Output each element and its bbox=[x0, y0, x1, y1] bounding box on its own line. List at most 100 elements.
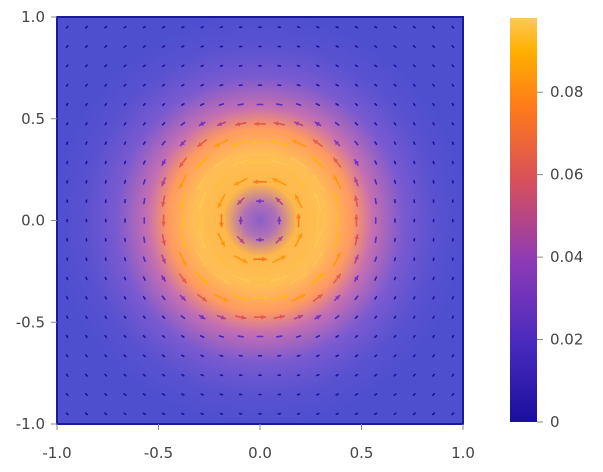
vector-arrow bbox=[451, 64, 455, 68]
vector-arrow bbox=[104, 25, 108, 29]
vector-arrow bbox=[181, 64, 185, 68]
vector-arrow bbox=[412, 45, 416, 48]
vector-arrow bbox=[65, 354, 69, 358]
vector-arrow bbox=[374, 256, 378, 262]
vector-arrow bbox=[178, 252, 187, 267]
vector-arrow bbox=[316, 83, 320, 87]
vector-arrow bbox=[290, 156, 307, 169]
vector-arrow bbox=[451, 296, 455, 300]
x-tick-label: -1.0 bbox=[42, 444, 71, 462]
vector-arrow bbox=[104, 257, 107, 261]
vector-arrow bbox=[197, 293, 208, 302]
vector-arrow bbox=[374, 354, 378, 358]
vector-arrow bbox=[196, 173, 208, 191]
vector-arrow bbox=[413, 257, 416, 261]
vector-arrow bbox=[142, 276, 146, 281]
vector-arrow bbox=[354, 45, 359, 48]
vector-arrow bbox=[104, 180, 107, 184]
vector-arrow bbox=[104, 102, 108, 107]
vector-arrow bbox=[123, 64, 127, 68]
y-tick-label: 1.0 bbox=[21, 8, 45, 26]
vector-arrow bbox=[161, 177, 166, 187]
vector-arrow bbox=[335, 373, 339, 377]
vector-arrow bbox=[199, 102, 205, 107]
vector-arrow bbox=[272, 177, 287, 186]
vector-arrow bbox=[65, 392, 69, 397]
vector-arrow bbox=[104, 373, 108, 377]
vector-arrow bbox=[198, 191, 206, 211]
vector-arrow bbox=[161, 393, 166, 396]
vector-arrow bbox=[374, 45, 378, 48]
vector-arrow bbox=[354, 103, 359, 107]
vector-arrow bbox=[232, 140, 250, 147]
vector-arrow bbox=[316, 393, 320, 396]
vector-arrow bbox=[354, 315, 359, 319]
vector-arrow bbox=[393, 296, 397, 300]
vector-arrow bbox=[250, 276, 270, 281]
vector-arrow bbox=[432, 64, 436, 68]
vector-arrow bbox=[451, 354, 455, 358]
vector-arrow bbox=[85, 276, 88, 281]
vector-arrow bbox=[104, 393, 108, 396]
vector-arrow bbox=[65, 25, 69, 29]
vector-arrow bbox=[232, 295, 250, 302]
vector-arrow bbox=[161, 45, 166, 48]
y-axis: 1.0 0.5 0.0 -0.5 -1.0 bbox=[16, 8, 57, 433]
vector-arrow bbox=[432, 354, 435, 358]
vector-arrow bbox=[85, 141, 88, 145]
vector-arrow bbox=[316, 354, 320, 358]
y-tick-label: 0.5 bbox=[21, 110, 45, 128]
vector-arrow bbox=[84, 412, 88, 416]
vector-arrow bbox=[180, 211, 186, 230]
vector-arrow bbox=[334, 231, 341, 249]
vector-arrow bbox=[432, 102, 435, 107]
vector-arrow bbox=[374, 141, 378, 146]
vector-arrow bbox=[393, 83, 397, 87]
vector-arrow bbox=[316, 64, 320, 67]
vector-arrow bbox=[354, 295, 359, 301]
vector-arrow bbox=[233, 177, 248, 186]
vector-arrow bbox=[393, 334, 397, 339]
vector-arrow bbox=[123, 412, 127, 416]
vector-arrow bbox=[123, 122, 127, 126]
vector-arrow bbox=[354, 214, 359, 227]
vector-arrow bbox=[161, 83, 166, 87]
vector-arrow bbox=[314, 230, 322, 250]
vector-arrow bbox=[316, 412, 320, 415]
vector-arrow bbox=[181, 393, 185, 396]
vector-arrow bbox=[250, 140, 270, 146]
vector-arrow bbox=[413, 141, 416, 145]
vector-arrow bbox=[237, 103, 244, 106]
vector-arrow bbox=[334, 315, 340, 320]
vector-arrow bbox=[219, 64, 224, 67]
vector-arrow bbox=[294, 232, 303, 247]
vector-arrow bbox=[432, 296, 435, 300]
vector-arrow bbox=[393, 160, 397, 165]
vector-arrow bbox=[161, 25, 166, 29]
vector-arrow bbox=[142, 25, 146, 29]
vector-arrow bbox=[84, 45, 88, 49]
vector-arrow bbox=[181, 26, 185, 29]
vector-arrow bbox=[312, 173, 324, 191]
vector-arrow bbox=[85, 334, 88, 339]
vector-arrow bbox=[65, 83, 69, 87]
vector-arrow bbox=[216, 314, 227, 320]
vector-arrow bbox=[451, 122, 455, 126]
vector-arrow bbox=[354, 334, 359, 338]
vector-arrow bbox=[270, 139, 288, 146]
vector-arrow bbox=[198, 121, 206, 127]
vector-arrow bbox=[123, 334, 127, 339]
vector-arrow bbox=[335, 83, 339, 87]
vector-arrow bbox=[432, 122, 435, 126]
vector-arrow bbox=[214, 252, 229, 266]
vector-arrow bbox=[432, 45, 436, 49]
vector-arrow bbox=[296, 64, 301, 67]
vector-arrow bbox=[104, 412, 108, 416]
vector-arrow bbox=[143, 197, 146, 205]
vector-arrow bbox=[334, 121, 340, 126]
vector-arrow bbox=[180, 121, 186, 126]
vector-arrow bbox=[65, 64, 69, 68]
vector-arrow bbox=[161, 254, 166, 264]
vector-arrow bbox=[213, 272, 230, 285]
vector-arrow bbox=[142, 393, 146, 396]
